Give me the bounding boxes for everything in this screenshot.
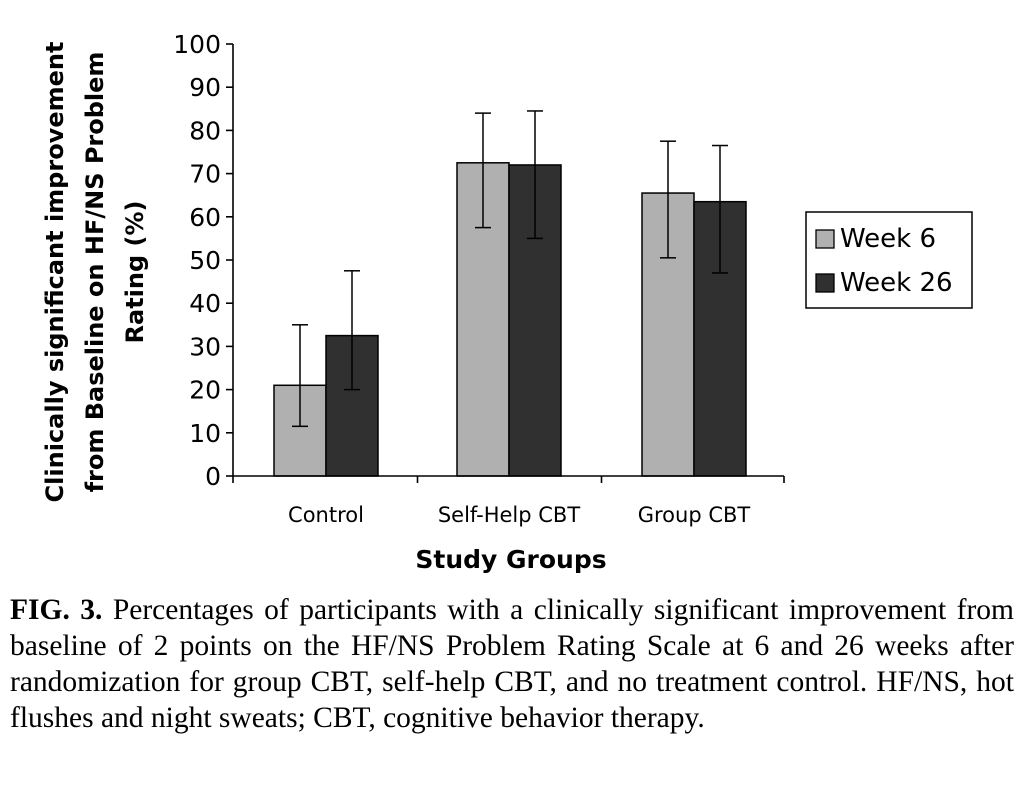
y-tick-label: 40 <box>189 289 221 318</box>
y-axis-title: Clinically significant improvement from B… <box>41 42 149 503</box>
bars-group <box>273 162 747 477</box>
y-axis-title-line: Clinically significant improvement <box>41 42 69 503</box>
y-tick-label: 10 <box>189 419 221 448</box>
error-bar <box>660 140 676 259</box>
y-tick-label: 70 <box>189 160 221 189</box>
bar-control-week-26 <box>325 334 379 477</box>
error-bar <box>344 270 360 391</box>
caption-label: FIG. 3. <box>10 594 103 626</box>
legend-swatch <box>815 273 835 293</box>
y-tick-label: 20 <box>189 376 221 405</box>
error-bars-group <box>292 110 728 428</box>
y-tick-label: 90 <box>189 73 221 102</box>
y-tick-label: 30 <box>189 332 221 361</box>
y-axis-title-line: Rating (%) <box>121 201 149 344</box>
y-axis-title-line: from Baseline on HF/NS Problem <box>81 52 109 493</box>
error-bar <box>527 110 543 240</box>
y-tick-label: 100 <box>173 30 221 59</box>
axes-group: 0 10 20 30 40 50 60 70 80 90 100 Control Self-Help C… <box>173 30 785 527</box>
legend: Week 6 Week 26 <box>805 211 973 309</box>
legend-label: Week 6 <box>840 224 936 254</box>
x-tick-label: Group CBT <box>638 503 751 527</box>
y-tick-label: 0 <box>205 462 221 491</box>
error-bar <box>475 112 491 229</box>
x-tick-label: Control <box>288 503 364 527</box>
y-tick-label: 50 <box>189 246 221 275</box>
error-bar <box>712 144 728 274</box>
bar-chart: Clinically significant improvement from B… <box>41 30 973 574</box>
legend-swatch <box>815 229 835 249</box>
x-tick-label: Self-Help CBT <box>438 503 581 527</box>
y-tick-label: 80 <box>189 116 221 145</box>
legend-label: Week 26 <box>840 268 953 298</box>
y-tick-label: 60 <box>189 203 221 232</box>
error-bar <box>292 324 308 428</box>
caption-text: Percentages of participants with a clini… <box>10 594 1015 734</box>
figure-caption: FIG. 3. Percentages of participants with… <box>10 592 1014 736</box>
x-axis-title: Study Groups <box>415 545 606 574</box>
